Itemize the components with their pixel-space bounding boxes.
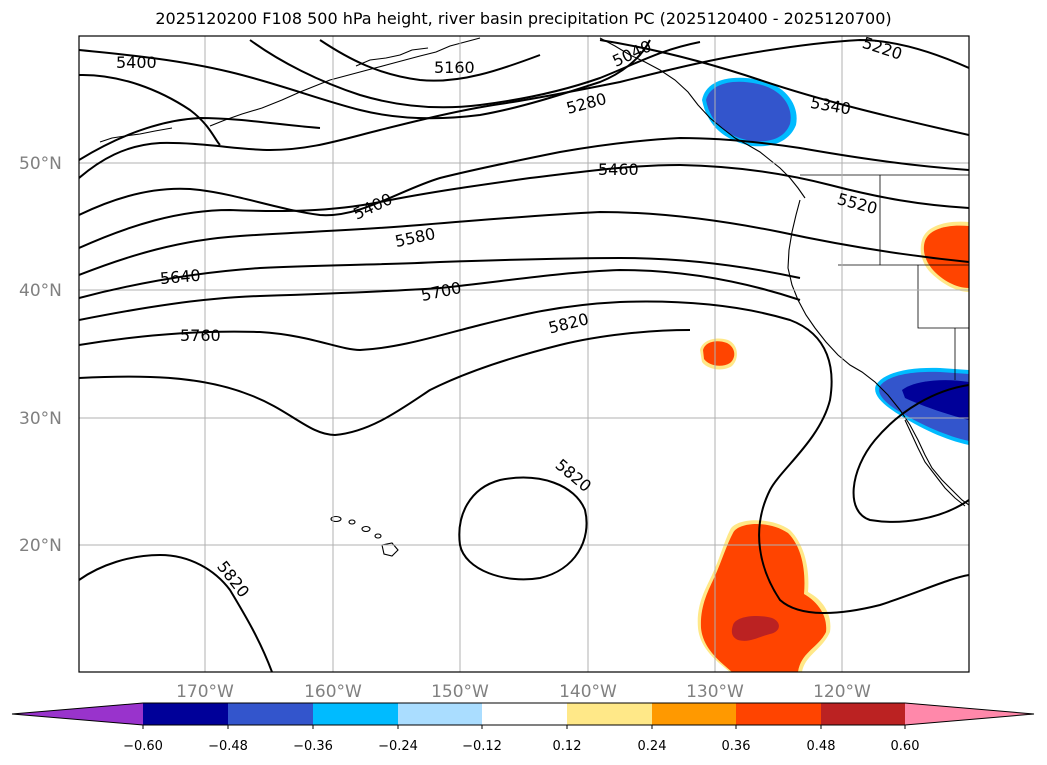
colorbar-extend-high <box>905 703 1034 725</box>
colorbar-tick-label: −0.60 <box>123 739 163 754</box>
colorbar-segment <box>482 703 567 725</box>
colorbar-segment <box>736 703 821 725</box>
lon-label: 130°W <box>686 682 744 702</box>
colorbar-segment <box>652 703 736 725</box>
contour-label: 5460 <box>598 160 639 179</box>
lon-label: 170°W <box>176 682 234 702</box>
colorbar-tick-label: −0.12 <box>462 739 502 754</box>
colorbar-tick-label: −0.24 <box>378 739 418 754</box>
lat-label: 20°N <box>19 536 62 556</box>
precip-anomaly-layer <box>697 77 969 672</box>
colorbar-extend-low <box>12 703 143 725</box>
colorbar-segment <box>567 703 652 725</box>
longitude-labels: 170°W 160°W 150°W 140°W 130°W 120°W <box>176 682 871 702</box>
map-title: 2025120200 F108 500 hPa height, river ba… <box>155 9 892 28</box>
colorbar-tick-label: 0.48 <box>807 739 836 754</box>
colorbar-segment <box>313 703 398 725</box>
contour-label: 5400 <box>116 53 157 72</box>
colorbar-tick-label: 0.60 <box>891 739 920 754</box>
lon-label: 150°W <box>431 682 489 702</box>
height-contours <box>79 38 969 672</box>
lon-label: 120°W <box>813 682 871 702</box>
lat-label: 30°N <box>19 409 62 429</box>
colorbar-segment <box>143 703 228 725</box>
lat-label: 50°N <box>19 154 62 174</box>
latitude-labels: 50°N 40°N 30°N 20°N <box>19 154 62 556</box>
colorbar-segment <box>228 703 313 725</box>
colorbar-tick-label: 0.24 <box>638 739 667 754</box>
contour-label: 5640 <box>159 266 201 288</box>
colorbar-segment <box>398 703 482 725</box>
lon-label: 140°W <box>559 682 617 702</box>
colorbar-segment <box>821 703 905 725</box>
colorbar-tick-label: 0.12 <box>553 739 582 754</box>
colorbar: −0.60 −0.48 −0.36 −0.24 −0.12 0.12 0.24 … <box>11 702 1035 754</box>
lon-label: 160°W <box>304 682 362 702</box>
map-frame <box>78 35 970 673</box>
colorbar-tick-label: 0.36 <box>722 739 751 754</box>
contour-label: 5760 <box>180 326 221 345</box>
lat-label: 40°N <box>19 281 62 301</box>
colorbar-tick-label: −0.48 <box>208 739 248 754</box>
contour-label: 5160 <box>434 58 475 77</box>
colorbar-tick-label: −0.36 <box>293 739 333 754</box>
